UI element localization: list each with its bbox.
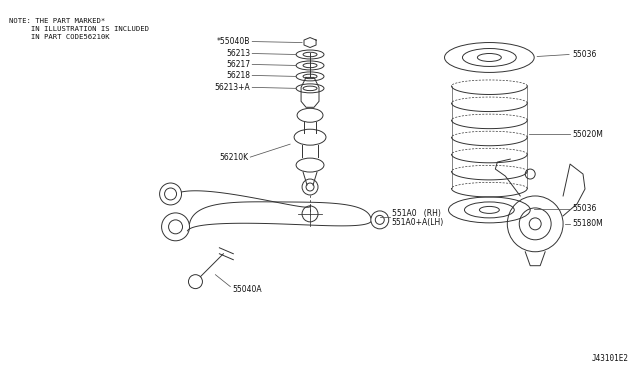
Text: 56217: 56217: [226, 60, 250, 69]
Text: IN PART CODE56210K: IN PART CODE56210K: [9, 33, 110, 39]
Text: 56213+A: 56213+A: [214, 83, 250, 92]
Text: 55040A: 55040A: [232, 285, 262, 294]
Text: J43101E2: J43101E2: [592, 355, 629, 363]
Text: 56213: 56213: [226, 49, 250, 58]
Text: 55180M: 55180M: [572, 219, 603, 228]
Text: 551A0+A(LH): 551A0+A(LH): [392, 218, 444, 227]
Text: 55036: 55036: [572, 50, 596, 59]
Text: *55040B: *55040B: [217, 37, 250, 46]
Text: IN ILLUSTRATION IS INCLUDED: IN ILLUSTRATION IS INCLUDED: [9, 26, 149, 32]
Text: 551A0   (RH): 551A0 (RH): [392, 209, 440, 218]
Text: 55020M: 55020M: [572, 130, 603, 139]
Text: 55036: 55036: [572, 205, 596, 214]
Text: 56218: 56218: [227, 71, 250, 80]
Text: 56210K: 56210K: [219, 153, 248, 161]
Text: NOTE: THE PART MARKED*: NOTE: THE PART MARKED*: [9, 17, 106, 24]
